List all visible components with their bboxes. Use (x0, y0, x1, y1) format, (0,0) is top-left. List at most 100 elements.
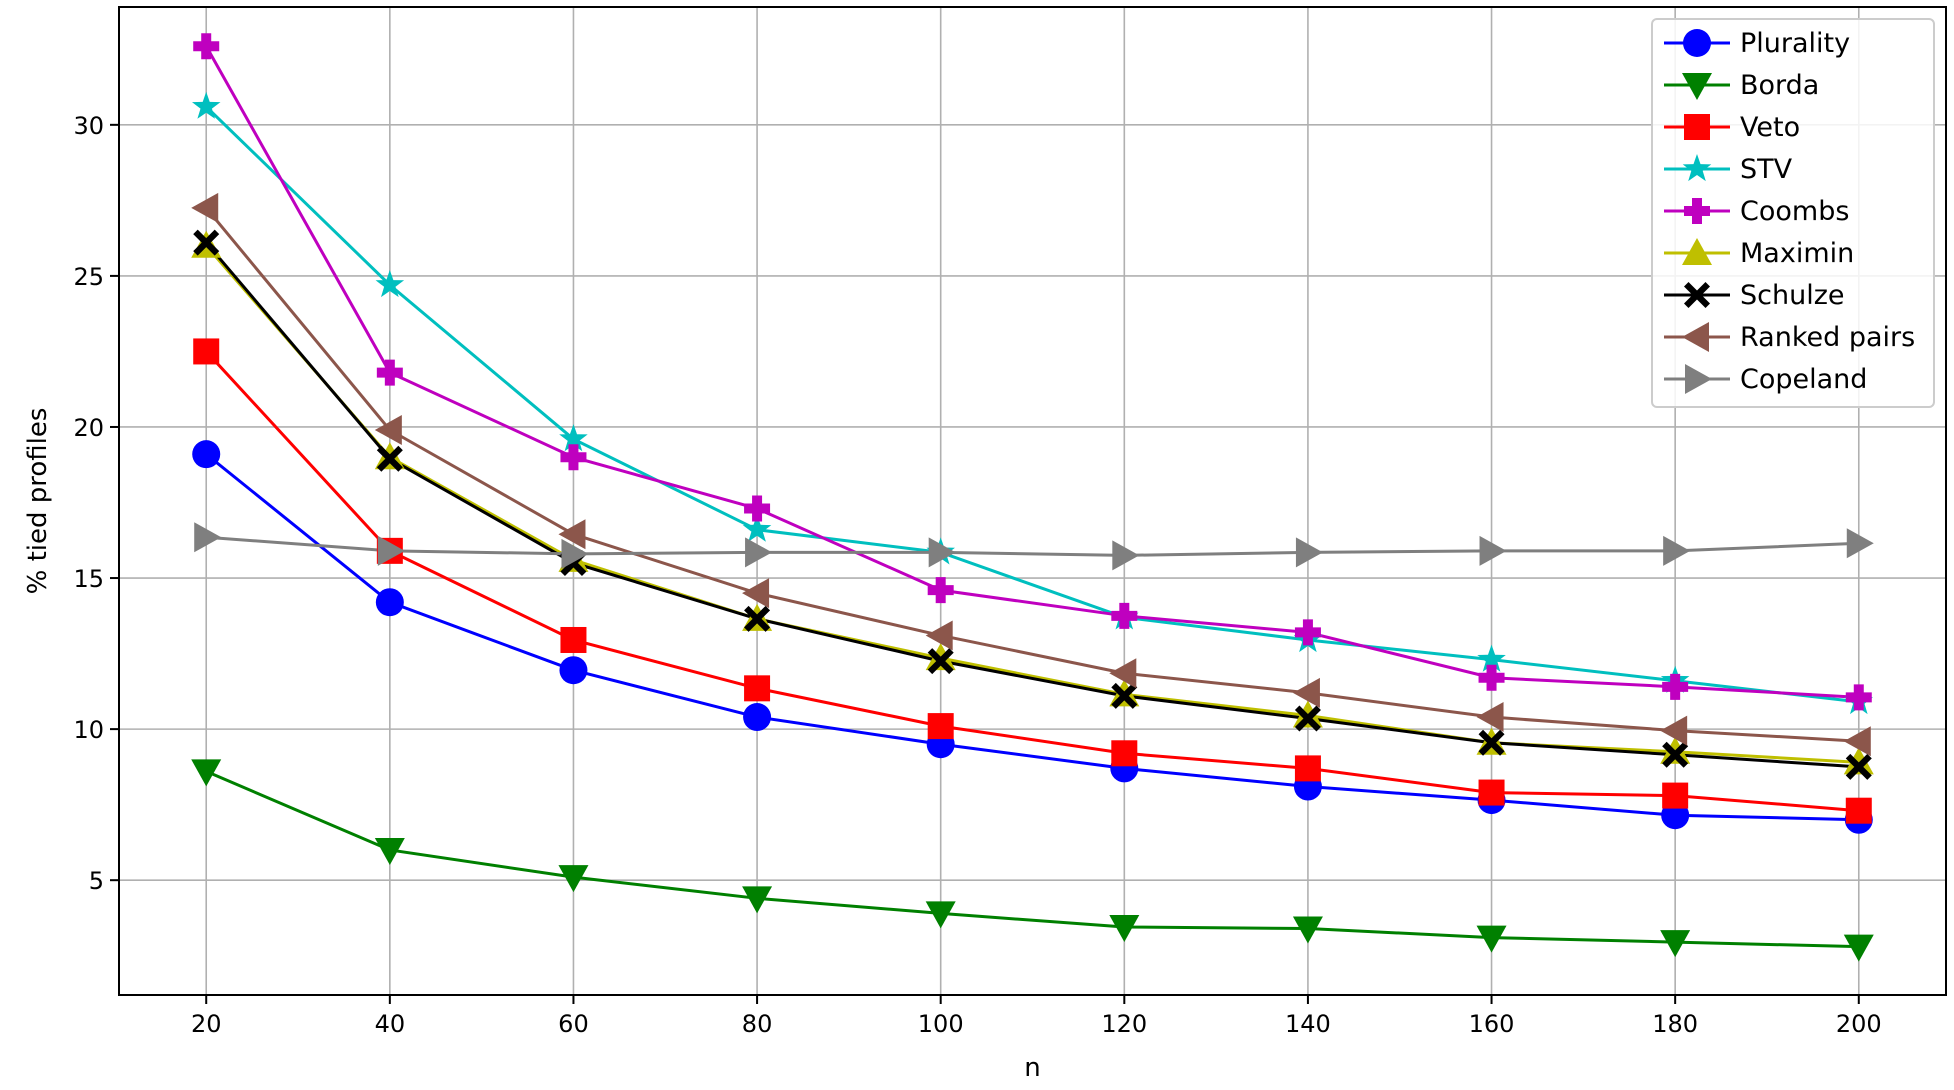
markers-copeland (194, 522, 1874, 571)
plot-frame (118, 6, 1947, 996)
data-point (558, 865, 589, 893)
data-point (193, 33, 220, 60)
series-line (205, 770, 1859, 949)
series-lines (204, 45, 1859, 949)
data-point (925, 643, 956, 671)
legend-marker (1683, 29, 1711, 57)
data-point (1477, 644, 1506, 672)
markers-borda (191, 759, 1874, 962)
legend-item: Veto (1664, 112, 1800, 143)
x-axis-label: n (1024, 1053, 1040, 1083)
series-line (205, 241, 1859, 769)
data-point (1845, 684, 1872, 711)
data-point (745, 537, 773, 568)
data-point (558, 519, 586, 550)
y-tick-label: 25 (73, 263, 104, 291)
data-point (1294, 755, 1321, 782)
legend: Plurality Borda Veto STV Coombs Maximin Schulz… (1651, 18, 1935, 408)
y-tick-label: 10 (73, 716, 104, 744)
series-line (205, 350, 1859, 813)
series-coombs (204, 45, 1859, 699)
y-axis-label: % tied profiles (23, 408, 53, 595)
series-line (204, 45, 1859, 699)
series-maximin (205, 244, 1859, 764)
data-point (742, 578, 770, 609)
data-point (1660, 930, 1691, 958)
legend-marker (1682, 238, 1712, 265)
y-tick-label: 5 (89, 867, 104, 895)
legend-label: Veto (1740, 112, 1800, 143)
x-tick-label: 60 (558, 1010, 589, 1038)
data-point (1294, 705, 1321, 732)
legend-marker (1684, 198, 1710, 224)
data-point (192, 440, 221, 469)
data-point (1662, 673, 1689, 700)
series-ranked-pairs (205, 206, 1859, 743)
legend-label: Schulze (1740, 280, 1845, 311)
data-point (376, 359, 403, 386)
data-point (559, 656, 588, 685)
data-point (376, 445, 403, 472)
data-point (744, 605, 771, 632)
legend-marker (1684, 282, 1710, 308)
data-point (1845, 753, 1872, 780)
series-schulze (205, 241, 1859, 769)
series-borda (205, 770, 1859, 949)
y-tick-label: 20 (73, 414, 104, 442)
data-point (1111, 682, 1138, 709)
x-tick-label: 80 (742, 1010, 773, 1038)
legend-item: Plurality (1664, 28, 1850, 59)
data-point (927, 648, 954, 675)
x-tick-label: 100 (918, 1010, 964, 1038)
legend-marker (1682, 73, 1712, 100)
data-point (1843, 726, 1871, 757)
x-tick-label: 120 (1101, 1010, 1147, 1038)
legend-label: STV (1740, 154, 1793, 185)
data-point (743, 703, 772, 732)
data-point (1843, 934, 1874, 962)
data-point (191, 759, 222, 787)
legend-item: Ranked pairs (1664, 322, 1915, 353)
markers-schulze (193, 229, 1872, 780)
legend-marker (1682, 154, 1712, 182)
data-point (559, 424, 588, 452)
x-tick-label: 200 (1836, 1010, 1882, 1038)
data-point (1292, 700, 1323, 728)
data-point (1663, 535, 1691, 566)
data-point (742, 886, 773, 914)
data-point (1662, 741, 1689, 768)
x-tick-label: 20 (191, 1010, 222, 1038)
x-tick-label: 40 (375, 1010, 406, 1038)
legend-box (1651, 18, 1935, 408)
data-point (927, 713, 954, 740)
legend-label: Ranked pairs (1740, 322, 1915, 353)
data-point (1292, 916, 1323, 944)
legend-label: Borda (1740, 70, 1819, 101)
data-point (1476, 702, 1504, 733)
data-point (1109, 658, 1137, 689)
x-tick-label: 160 (1469, 1010, 1515, 1038)
data-point (560, 444, 587, 471)
data-point (927, 577, 954, 604)
data-point (1479, 535, 1507, 566)
data-point (1292, 677, 1320, 708)
y-tick-label: 30 (73, 112, 104, 140)
data-point (1111, 602, 1138, 629)
series-plurality (205, 453, 1859, 822)
data-point (377, 535, 405, 566)
data-point (1111, 740, 1138, 767)
legend-item: Coombs (1664, 196, 1849, 227)
data-point (375, 588, 404, 617)
series-markers (191, 33, 1874, 962)
data-point (374, 414, 402, 445)
data-point (1109, 915, 1140, 943)
data-point (1846, 528, 1874, 559)
markers-ranked-pairs (191, 192, 1871, 757)
series-stv (205, 105, 1859, 704)
legend-label: Maximin (1740, 238, 1854, 269)
data-point (925, 620, 953, 651)
data-point (1478, 664, 1505, 691)
series-line (206, 535, 1859, 557)
legend-marker (1682, 322, 1709, 352)
